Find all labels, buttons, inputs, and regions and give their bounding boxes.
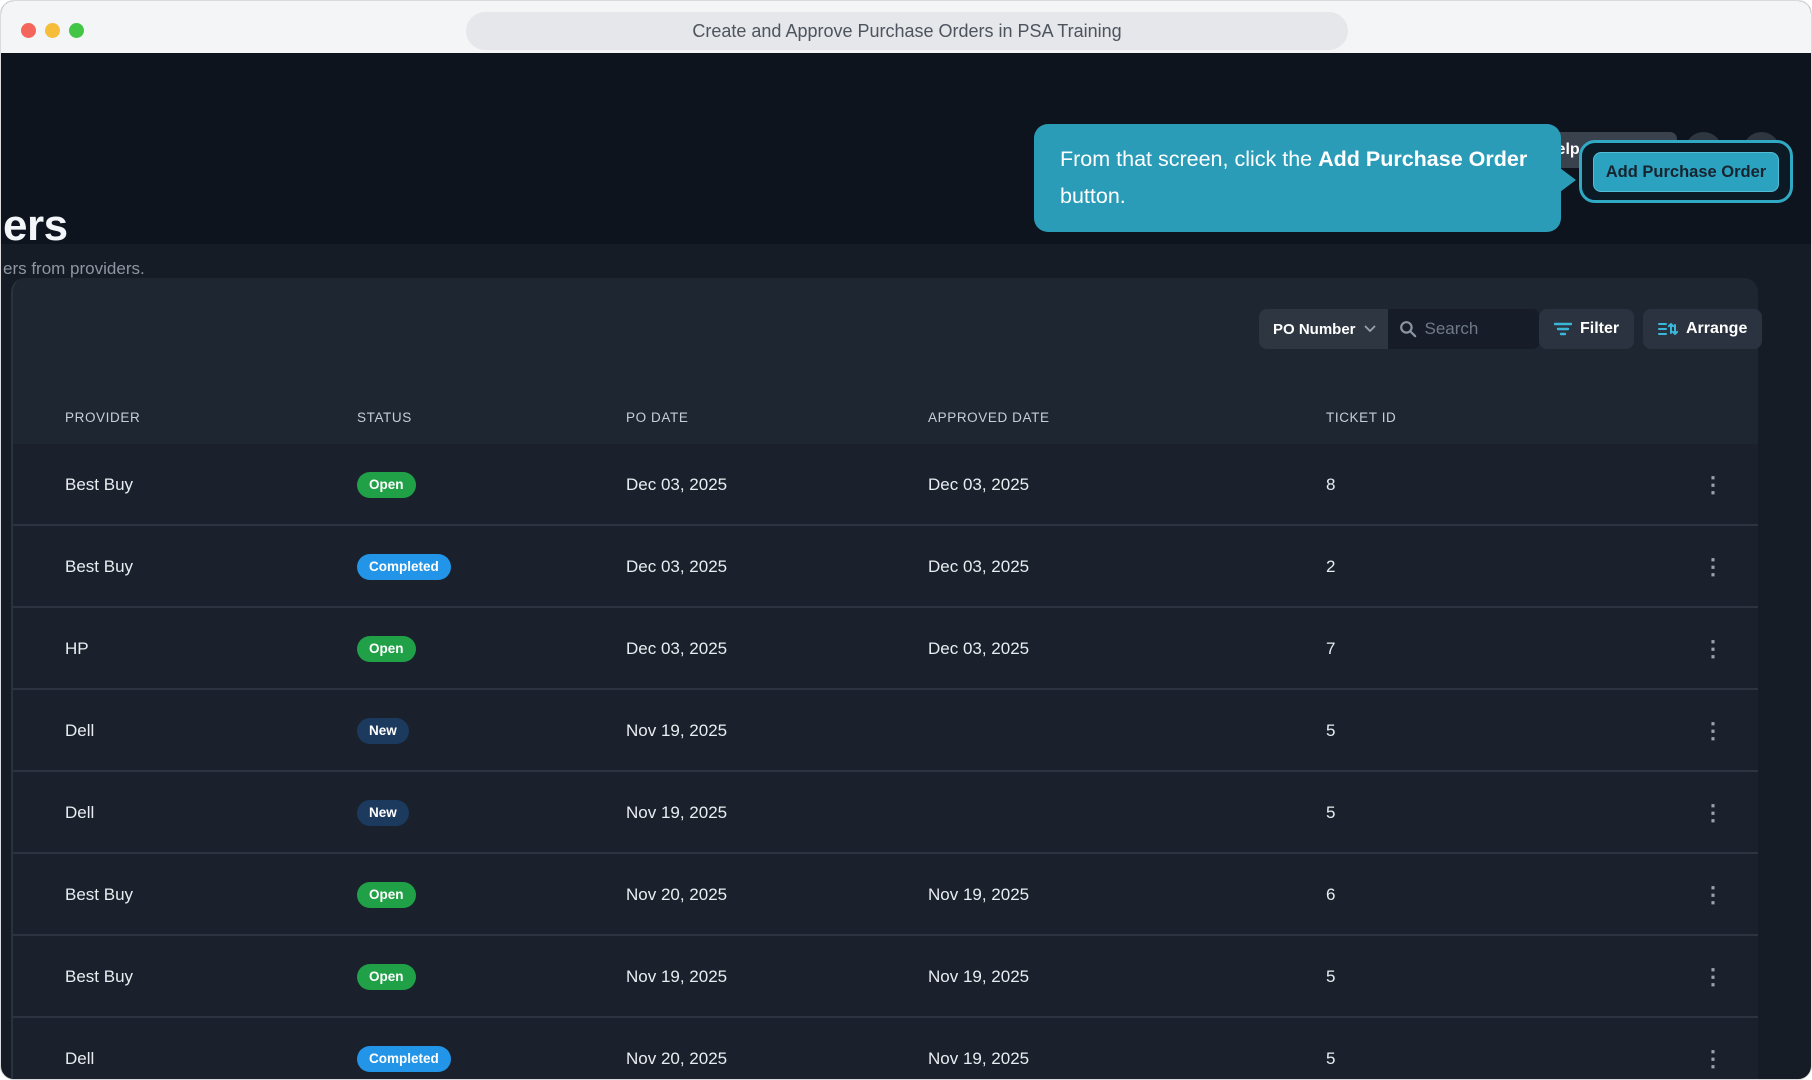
- cell-approved-date: Nov 19, 2025: [928, 1049, 1030, 1068]
- status-badge: Completed: [357, 554, 451, 580]
- table-row[interactable]: HP Open Dec 03, 2025 Dec 03, 2025 7 ⋮: [13, 608, 1758, 690]
- search-group: PO Number: [1259, 309, 1540, 349]
- window-title: Create and Approve Purchase Orders in PS…: [466, 12, 1348, 50]
- table-header-row: PROVIDER STATUS PO DATE APPROVED DATE TICKET…: [13, 396, 1758, 444]
- status-badge: Open: [357, 636, 416, 662]
- table-row[interactable]: Dell New Nov 19, 2025 5 ⋮: [13, 690, 1758, 772]
- arrange-button[interactable]: Arrange: [1643, 309, 1763, 349]
- status-badge: Open: [357, 882, 416, 908]
- coachmark-segment: button.: [1060, 184, 1126, 208]
- column-header-provider: PROVIDER: [65, 410, 141, 425]
- cell-ticket-id: 8: [1326, 475, 1336, 494]
- cell-po-date: Nov 20, 2025: [626, 885, 728, 904]
- cell-status: Open: [357, 854, 416, 936]
- minimize-window-button[interactable]: [45, 23, 60, 38]
- cell-status: Completed: [357, 526, 451, 608]
- cell-approved-date: Dec 03, 2025: [928, 475, 1030, 494]
- table-row[interactable]: Best Buy Open Nov 20, 2025 Nov 19, 2025 6 ⋮: [13, 854, 1758, 936]
- cell-po-date: Nov 20, 2025: [626, 1049, 728, 1068]
- coachmark-arrow-icon: [1560, 168, 1576, 192]
- cell-po-date: Dec 03, 2025: [626, 475, 728, 494]
- cell-po-date: Dec 03, 2025: [626, 557, 728, 576]
- search-field-label: PO Number: [1273, 320, 1356, 338]
- table-row[interactable]: Dell New Nov 19, 2025 5 ⋮: [13, 772, 1758, 854]
- cell-ticket-id: 2: [1326, 557, 1336, 576]
- cell-status: New: [357, 690, 409, 772]
- cell-approved-date: Dec 03, 2025: [928, 557, 1030, 576]
- status-badge: New: [357, 800, 409, 826]
- cell-provider: Dell: [65, 721, 95, 740]
- zoom-window-button[interactable]: [69, 23, 84, 38]
- chevron-down-icon: [1364, 325, 1376, 333]
- status-badge: Completed: [357, 1046, 451, 1072]
- cell-ticket-id: 5: [1326, 721, 1336, 740]
- table-row[interactable]: Best Buy Open Nov 19, 2025 Nov 19, 2025 5 ⋮: [13, 936, 1758, 1018]
- search-field-dropdown[interactable]: PO Number: [1259, 309, 1388, 349]
- table-body: Best Buy Open Dec 03, 2025 Dec 03, 2025 8 ⋮ Be…: [13, 444, 1758, 1079]
- column-header-status: STATUS: [357, 410, 412, 425]
- cell-ticket-id: 5: [1326, 1049, 1336, 1068]
- row-menu-button[interactable]: ⋮: [1702, 718, 1724, 743]
- row-menu-button[interactable]: ⋮: [1702, 472, 1724, 497]
- column-header-po-date: PO DATE: [626, 410, 689, 425]
- search-icon: [1398, 319, 1418, 339]
- row-menu-button[interactable]: ⋮: [1702, 1046, 1724, 1071]
- status-badge: Open: [357, 964, 416, 990]
- close-window-button[interactable]: [21, 23, 36, 38]
- status-badge: New: [357, 718, 409, 744]
- filter-button[interactable]: Filter: [1539, 309, 1635, 349]
- cell-ticket-id: 5: [1326, 967, 1336, 986]
- cell-status: New: [357, 772, 409, 854]
- cell-po-date: Nov 19, 2025: [626, 721, 728, 740]
- filter-button-label: Filter: [1580, 320, 1620, 337]
- table-row[interactable]: Dell Completed Nov 20, 2025 Nov 19, 2025 5 ⋮: [13, 1018, 1758, 1079]
- search-input[interactable]: [1424, 319, 1530, 339]
- cell-provider: Dell: [65, 1049, 95, 1068]
- cell-ticket-id: 7: [1326, 639, 1336, 658]
- sort-arrange-icon: [1658, 321, 1678, 337]
- row-menu-button[interactable]: ⋮: [1702, 964, 1724, 989]
- arrange-button-label: Arrange: [1686, 320, 1748, 337]
- filter-icon: [1554, 322, 1572, 336]
- row-menu-button[interactable]: ⋮: [1702, 800, 1724, 825]
- cell-provider: Best Buy: [65, 967, 134, 986]
- coachmark-tooltip: From that screen, click the Add Purchase…: [1034, 124, 1576, 232]
- cell-provider: Best Buy: [65, 557, 134, 576]
- cell-po-date: Dec 03, 2025: [626, 639, 728, 658]
- cell-status: Completed: [357, 1018, 451, 1079]
- cell-provider: Best Buy: [65, 885, 134, 904]
- row-menu-button[interactable]: ⋮: [1702, 554, 1724, 579]
- purchase-orders-panel: PO Number: [11, 278, 1763, 1079]
- cell-approved-date: Nov 19, 2025: [928, 885, 1030, 904]
- cell-provider: Best Buy: [65, 475, 134, 494]
- table-row[interactable]: Best Buy Open Dec 03, 2025 Dec 03, 2025 8 ⋮: [13, 444, 1758, 526]
- column-header-ticket-id: TICKET ID: [1326, 410, 1397, 425]
- cell-status: Open: [357, 608, 416, 690]
- cell-provider: Dell: [65, 803, 95, 822]
- cell-ticket-id: 5: [1326, 803, 1336, 822]
- table-row[interactable]: Best Buy Completed Dec 03, 2025 Dec 03, 202…: [13, 526, 1758, 608]
- cell-approved-date: Dec 03, 2025: [928, 639, 1030, 658]
- cell-ticket-id: 6: [1326, 885, 1336, 904]
- column-header-approved-date: APPROVED DATE: [928, 410, 1050, 425]
- coachmark-segment: Add Purchase Order: [1318, 147, 1528, 171]
- add-purchase-order-button[interactable]: Add Purchase Order: [1593, 152, 1779, 192]
- coachmark-text: From that screen, click the Add Purchase…: [1060, 147, 1527, 208]
- search-box: [1387, 309, 1540, 349]
- cell-status: Open: [357, 936, 416, 1018]
- cell-po-date: Nov 19, 2025: [626, 803, 728, 822]
- cell-status: Open: [357, 444, 416, 526]
- titlebar: Create and Approve Purchase Orders in PS…: [1, 1, 1811, 53]
- cell-provider: HP: [65, 639, 89, 658]
- page-title: ers: [3, 201, 68, 250]
- coachmark-segment: From that screen, click the: [1060, 147, 1319, 171]
- status-badge: Open: [357, 472, 416, 498]
- row-menu-button[interactable]: ⋮: [1702, 636, 1724, 661]
- row-menu-button[interactable]: ⋮: [1702, 882, 1724, 907]
- cell-po-date: Nov 19, 2025: [626, 967, 728, 986]
- cell-approved-date: Nov 19, 2025: [928, 967, 1030, 986]
- page-subtitle: ers from providers.: [3, 259, 145, 278]
